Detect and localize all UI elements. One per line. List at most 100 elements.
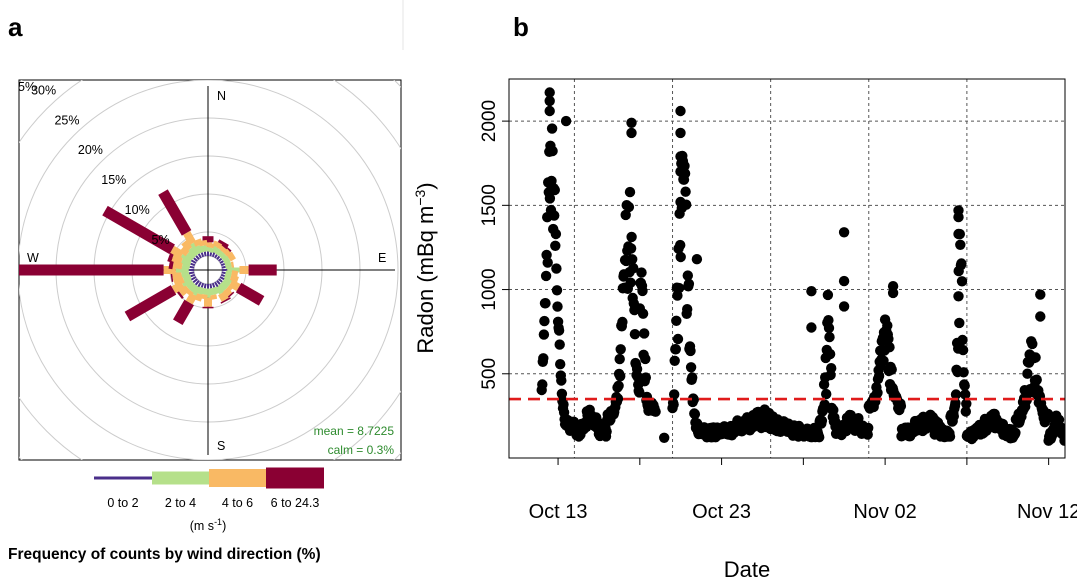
rose-bar-280-bin-3 — [173, 264, 182, 266]
data-point — [887, 364, 897, 374]
data-point — [616, 344, 626, 354]
rose-bar-170-bin-2 — [211, 288, 212, 295]
data-point — [538, 353, 548, 363]
data-point — [687, 372, 697, 382]
data-point — [824, 323, 834, 333]
rose-bar-250-bin-1 — [191, 275, 195, 277]
data-point — [1030, 352, 1040, 362]
data-point — [551, 263, 561, 273]
data-point — [626, 243, 636, 253]
rose-bar-10-bin-1 — [210, 253, 211, 257]
rose-bar-260-bin-2 — [182, 273, 190, 274]
data-point — [1035, 311, 1045, 321]
data-point — [956, 258, 966, 268]
data-point — [550, 241, 560, 251]
data-point — [555, 339, 565, 349]
calm-stat: calm = 0.3% — [328, 443, 395, 457]
compass-north: N — [217, 89, 226, 103]
rose-bar-140-bin-4 — [229, 295, 230, 296]
radial-tick-label: 25% — [54, 113, 79, 127]
radial-tick-label: 5% — [152, 233, 170, 247]
data-point — [554, 325, 564, 335]
data-point — [545, 96, 555, 106]
rose-bar-150-bin-3 — [222, 293, 226, 300]
compass-east: E — [378, 251, 386, 265]
data-point — [613, 381, 623, 391]
data-point — [888, 288, 898, 298]
rose-bar-170-bin-3 — [212, 295, 213, 300]
rose-bar-70-bin-2 — [225, 262, 231, 264]
data-point — [1010, 428, 1020, 438]
data-point — [953, 212, 963, 222]
data-point — [953, 229, 963, 239]
legend-swatch-1 — [94, 477, 152, 480]
data-point — [627, 254, 637, 264]
legend-label-4: 6 to 24.3 — [271, 496, 320, 510]
data-point — [806, 322, 816, 332]
data-point — [537, 379, 547, 389]
data-point — [637, 286, 647, 296]
data-point — [555, 359, 565, 369]
rose-bar-260-bin-1 — [189, 272, 194, 273]
data-point — [814, 432, 824, 442]
rose-bar-280-bin-2 — [182, 266, 190, 267]
data-point — [839, 301, 849, 311]
rose-bar-330-bin-3 — [187, 233, 193, 244]
rose-bar-280-bin-1 — [190, 267, 195, 268]
data-point — [639, 328, 649, 338]
data-point — [624, 202, 634, 212]
data-point — [550, 185, 560, 195]
data-point — [958, 345, 968, 355]
data-point — [615, 354, 625, 364]
rose-bar-80-bin-1 — [222, 267, 226, 268]
data-point — [680, 187, 690, 197]
rose-bar-100-bin-2 — [226, 273, 232, 274]
data-point — [540, 298, 550, 308]
x-axis-label: Date — [724, 557, 770, 580]
data-point — [626, 118, 636, 128]
legend-swatch-2 — [152, 472, 209, 485]
data-point — [825, 349, 835, 359]
data-point — [674, 283, 684, 293]
legend-label-2: 2 to 4 — [165, 496, 196, 510]
data-point — [545, 106, 555, 116]
data-point — [1032, 375, 1042, 385]
data-point — [806, 286, 816, 296]
data-point — [1035, 289, 1045, 299]
data-point — [675, 166, 685, 176]
rose-bar-290-bin-1 — [191, 264, 195, 266]
data-point — [561, 116, 571, 126]
data-point — [626, 232, 636, 242]
data-point — [824, 332, 834, 342]
data-point — [685, 346, 695, 356]
data-point — [673, 334, 683, 344]
data-point — [541, 271, 551, 281]
scatter-points — [537, 87, 1070, 446]
rose-bar-350-bin-1 — [205, 252, 206, 257]
data-point — [821, 389, 831, 399]
data-point — [601, 426, 611, 436]
plot-frame — [509, 79, 1065, 458]
data-point — [954, 318, 964, 328]
rose-bar-190-bin-2 — [204, 288, 205, 294]
rose-bar-20-bin-1 — [213, 253, 215, 257]
data-point — [675, 151, 685, 161]
data-point — [874, 371, 884, 381]
data-point — [957, 335, 967, 345]
data-point — [884, 342, 894, 352]
rose-bar-160-bin-1 — [213, 283, 215, 287]
data-point — [552, 301, 562, 311]
rose-bar-240-bin-3 — [174, 285, 183, 290]
data-point — [630, 329, 640, 339]
rose-bar-150-bin-4 — [225, 300, 226, 301]
data-point — [539, 316, 549, 326]
data-point — [668, 399, 678, 409]
data-point — [1027, 339, 1037, 349]
legend-swatch-4 — [266, 468, 324, 489]
data-point — [659, 433, 669, 443]
y-tick-label: 1500 — [479, 184, 500, 226]
rose-bar-60-bin-3 — [229, 255, 234, 258]
data-point — [539, 329, 549, 339]
data-point — [547, 146, 557, 156]
